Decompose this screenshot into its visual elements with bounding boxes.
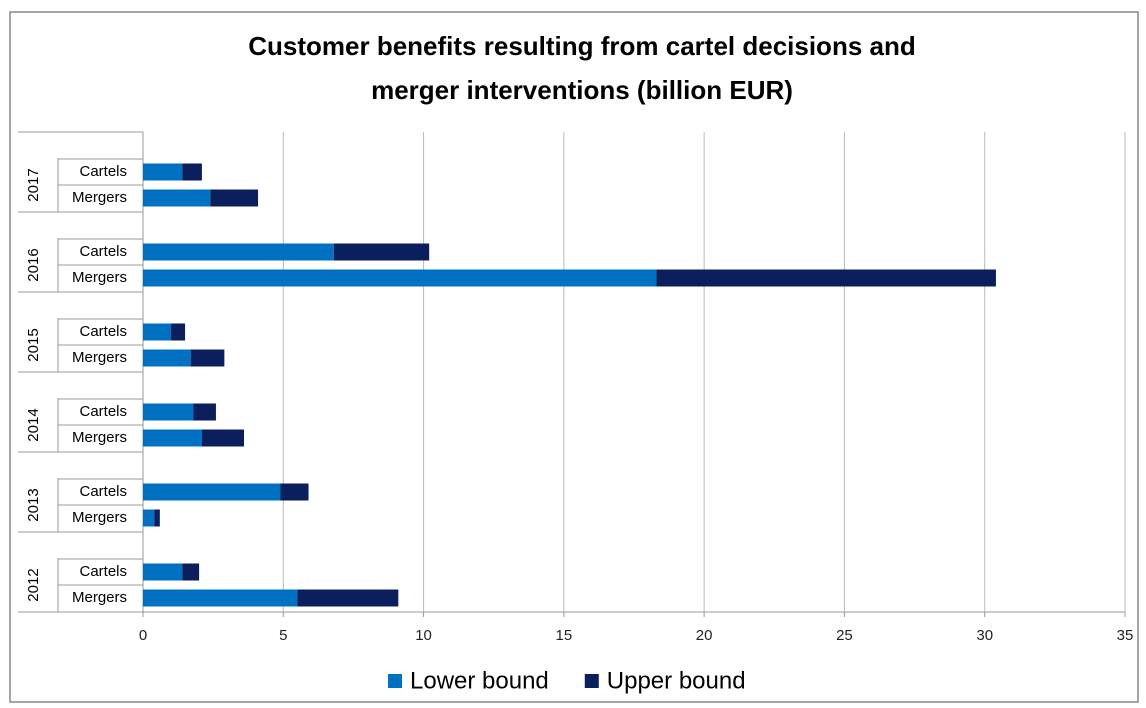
group-label: 2017 [25, 168, 42, 201]
bar [143, 483, 281, 501]
group-label: 2015 [25, 328, 42, 361]
group-label: 2012 [25, 568, 42, 601]
x-tick-label: 10 [415, 627, 432, 644]
bar [143, 189, 211, 207]
x-tick-label: 15 [556, 627, 573, 644]
bar [333, 243, 430, 261]
y-tick-label: Mergers [72, 269, 127, 286]
bar [280, 483, 309, 501]
bar [143, 269, 657, 287]
y-tick-label: Cartels [79, 323, 127, 340]
bar [143, 589, 298, 607]
bar [193, 403, 216, 421]
bar [201, 429, 245, 447]
chart-border [9, 11, 1139, 703]
bar [297, 589, 399, 607]
chart-title: merger interventions (billion EUR) [371, 75, 793, 105]
bar [190, 349, 225, 367]
bar [143, 323, 172, 341]
group-label: 2013 [25, 488, 42, 521]
bar [143, 349, 191, 367]
bar [171, 323, 186, 341]
legend-label: Upper bound [607, 667, 746, 694]
y-tick-label: Cartels [79, 563, 127, 580]
legend-label: Lower bound [410, 667, 549, 694]
bar [143, 243, 334, 261]
x-tick-label: 35 [1117, 627, 1134, 644]
bar [210, 189, 259, 207]
legend-swatch [584, 674, 599, 688]
bar [143, 163, 183, 181]
y-tick-label: Mergers [72, 429, 127, 446]
group-label: 2016 [25, 248, 42, 281]
y-tick-label: Mergers [72, 509, 127, 526]
y-tick-label: Mergers [72, 349, 127, 366]
y-tick-label: Cartels [79, 163, 127, 180]
bar [143, 563, 183, 581]
bar [182, 563, 200, 581]
x-tick-label: 25 [836, 627, 853, 644]
bar [143, 509, 155, 527]
y-tick-label: Mergers [72, 189, 127, 206]
bar [656, 269, 996, 287]
bar [143, 403, 194, 421]
x-tick-label: 5 [279, 627, 287, 644]
y-tick-label: Cartels [79, 483, 127, 500]
bar [182, 163, 202, 181]
x-tick-label: 20 [696, 627, 713, 644]
y-tick-label: Mergers [72, 589, 127, 606]
bar [154, 509, 160, 527]
bar [143, 429, 202, 447]
y-tick-label: Cartels [79, 243, 127, 260]
group-label: 2014 [25, 408, 42, 441]
x-tick-label: 30 [976, 627, 993, 644]
legend-swatch [388, 674, 402, 688]
x-tick-label: 0 [139, 627, 147, 644]
y-tick-label: Cartels [79, 403, 127, 420]
chart-title: Customer benefits resulting from cartel … [248, 31, 915, 61]
